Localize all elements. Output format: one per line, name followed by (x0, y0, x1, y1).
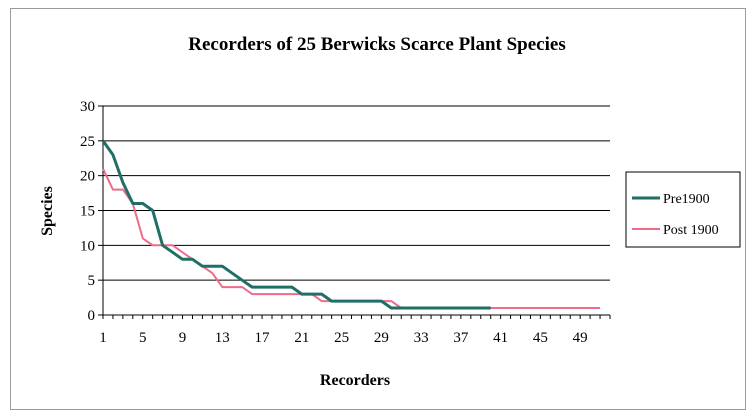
gridlines (103, 105, 610, 281)
x-axis-ticks: 1 5 9 13 17 21 25 29 33 37 41 45 49 (99, 315, 611, 346)
y-tick-label: 5 (88, 273, 96, 289)
series-line-post-1900 (102, 168, 601, 309)
series-lines (101, 139, 601, 310)
x-tick-label: 29 (374, 330, 389, 346)
y-axis-ticks: 0 5 10 15 20 25 30 (80, 99, 103, 324)
x-tick-label: 45 (533, 330, 548, 346)
legend-box (625, 171, 741, 248)
chart-title: Recorders of 25 Berwicks Scarce Plant Sp… (188, 34, 565, 55)
y-tick-label: 10 (80, 238, 95, 254)
x-tick-label: 13 (215, 330, 230, 346)
x-tick-label: 9 (179, 330, 187, 346)
y-tick-label: 30 (80, 99, 95, 115)
y-tick-label: 20 (80, 169, 95, 185)
x-tick-label: 25 (334, 330, 349, 346)
x-tick-label: 5 (139, 330, 147, 346)
y-tick-label: 25 (80, 134, 95, 150)
x-tick-label: 21 (294, 330, 309, 346)
x-tick-label: 41 (493, 330, 508, 346)
y-tick-label: 15 (80, 204, 95, 220)
x-tick-label: 49 (573, 330, 588, 346)
legend-label: Pre1900 (663, 192, 710, 207)
x-tick-label: 1 (99, 330, 107, 346)
x-tick-label: 37 (453, 330, 469, 346)
y-axis-title: Species (39, 186, 56, 236)
series-line-pre1900 (101, 139, 491, 310)
x-tick-label: 33 (414, 330, 429, 346)
x-axis-title: Recorders (320, 372, 390, 389)
x-tick-label: 17 (255, 330, 271, 346)
legend-label: Post 1900 (663, 223, 719, 238)
y-tick-label: 0 (88, 308, 96, 324)
legend: Pre1900 Post 1900 (625, 171, 741, 248)
chart-frame (10, 8, 746, 410)
